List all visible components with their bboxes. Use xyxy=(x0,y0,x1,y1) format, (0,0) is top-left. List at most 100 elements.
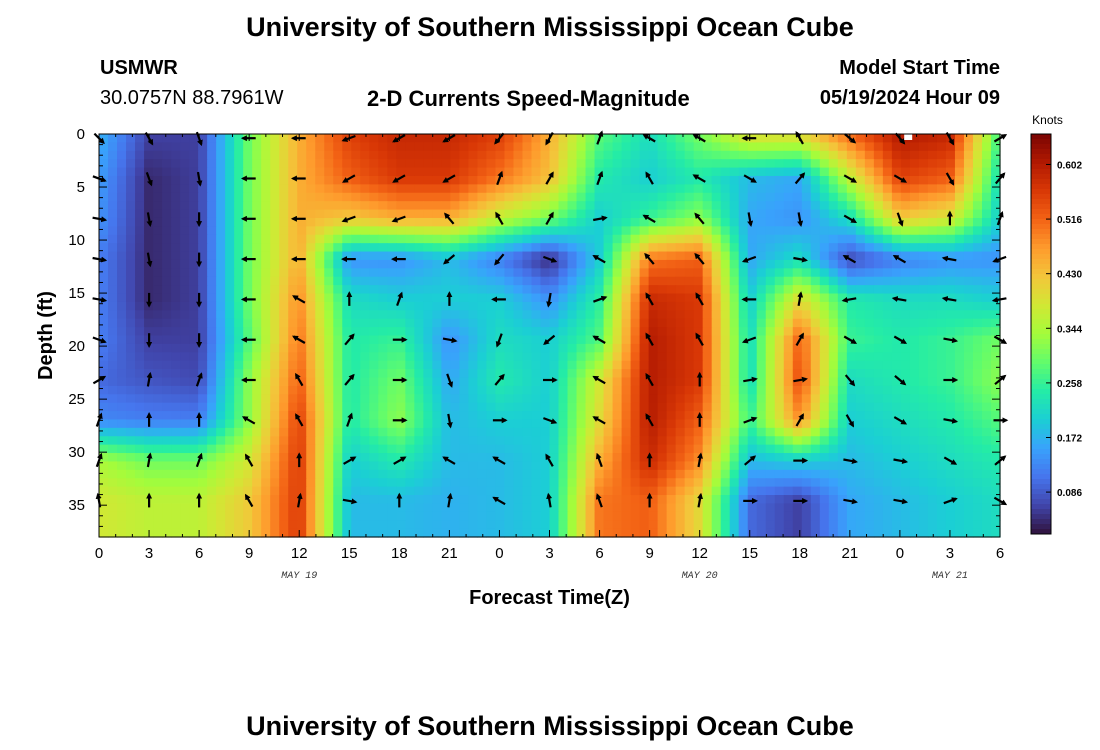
heatmap-cell xyxy=(801,293,812,303)
heatmap-cell xyxy=(990,142,1001,152)
heatmap-cell xyxy=(954,377,965,387)
heatmap-cell xyxy=(909,419,920,429)
heatmap-cell xyxy=(324,285,334,295)
heatmap-cell xyxy=(828,369,839,379)
heatmap-cell xyxy=(873,192,884,202)
heatmap-cell xyxy=(702,134,713,143)
heatmap-cell xyxy=(468,411,479,421)
heatmap-cell xyxy=(432,335,442,345)
heatmap-cell xyxy=(828,234,839,244)
heatmap-cell xyxy=(144,243,154,253)
heatmap-cell xyxy=(333,327,343,337)
heatmap-cell xyxy=(936,394,947,404)
heatmap-cell xyxy=(990,520,1001,530)
heatmap-cell xyxy=(639,192,650,202)
heatmap-cell xyxy=(288,259,298,269)
heatmap-cell xyxy=(693,411,704,421)
heatmap-cell xyxy=(486,402,497,412)
heatmap-cell xyxy=(486,419,497,429)
heatmap-cell xyxy=(117,201,127,211)
heatmap-cell xyxy=(675,167,686,177)
heatmap-cell xyxy=(765,268,776,278)
heatmap-cell xyxy=(684,234,695,244)
heatmap-cell xyxy=(333,503,343,513)
heatmap-cell xyxy=(549,444,560,454)
heatmap-cell xyxy=(207,175,217,185)
heatmap-cell xyxy=(954,419,965,429)
heatmap-cell xyxy=(216,134,226,143)
heatmap-cell xyxy=(459,352,470,362)
heatmap-cell xyxy=(720,134,731,143)
heatmap-cell xyxy=(324,243,334,253)
heatmap-cell xyxy=(261,444,271,454)
heatmap-cell xyxy=(945,293,956,303)
heatmap-cell xyxy=(261,276,271,286)
heatmap-cell xyxy=(414,427,424,437)
heatmap-cell xyxy=(414,495,424,505)
heatmap-cell xyxy=(522,327,533,337)
heatmap-cell xyxy=(963,327,974,337)
heatmap-cell xyxy=(270,318,280,328)
heatmap-cell xyxy=(846,285,857,295)
heatmap-cell xyxy=(207,394,217,404)
heatmap-cell xyxy=(117,167,127,177)
heatmap-cell xyxy=(927,511,938,521)
heatmap-cell xyxy=(180,343,190,353)
heatmap-cell xyxy=(378,343,388,353)
heatmap-cell xyxy=(873,167,884,177)
heatmap-cell xyxy=(468,369,479,379)
heatmap-cell xyxy=(702,268,713,278)
heatmap-cell xyxy=(567,335,578,345)
heatmap-cell xyxy=(666,444,677,454)
heatmap-cell xyxy=(756,201,767,211)
heatmap-cell xyxy=(162,234,172,244)
heatmap-cell xyxy=(450,436,460,446)
heatmap-cell xyxy=(207,335,217,345)
heatmap-cell xyxy=(684,276,695,286)
heatmap-cell xyxy=(297,159,307,169)
heatmap-cell xyxy=(891,159,902,169)
heatmap-cell xyxy=(810,276,821,286)
heatmap-cell xyxy=(882,285,893,295)
heatmap-cell xyxy=(936,343,947,353)
heatmap-cell xyxy=(720,226,731,236)
heatmap-cell xyxy=(846,343,857,353)
station-name: USMWR xyxy=(100,57,178,79)
heatmap-cell xyxy=(711,453,722,463)
heatmap-cell xyxy=(144,150,154,160)
heatmap-cell xyxy=(513,352,524,362)
heatmap-cell xyxy=(369,528,379,538)
heatmap-cell xyxy=(108,192,118,202)
heatmap-cell xyxy=(144,234,154,244)
heatmap-cell xyxy=(945,243,956,253)
current-arrow xyxy=(743,416,758,424)
heatmap-cell xyxy=(117,478,127,488)
heatmap-cell xyxy=(873,217,884,227)
heatmap-cell xyxy=(648,217,659,227)
heatmap-cell xyxy=(702,461,713,471)
heatmap-cell xyxy=(189,394,199,404)
heatmap-cell xyxy=(171,167,181,177)
heatmap-cell xyxy=(630,209,641,219)
heatmap-cell xyxy=(531,352,542,362)
heatmap-cell xyxy=(153,495,163,505)
heatmap-cell xyxy=(711,159,722,169)
heatmap-cell xyxy=(828,175,839,185)
heatmap-cell xyxy=(828,159,839,169)
heatmap-cell xyxy=(855,318,866,328)
heatmap-cell xyxy=(270,234,280,244)
heatmap-cell xyxy=(513,310,524,320)
heatmap-cell xyxy=(900,402,911,412)
heatmap-cell xyxy=(207,419,217,429)
heatmap-cell xyxy=(990,301,1001,311)
heatmap-cell xyxy=(504,167,515,177)
heatmap-cell xyxy=(135,159,145,169)
heatmap-cell xyxy=(144,159,154,169)
heatmap-cell xyxy=(108,461,118,471)
heatmap-cell xyxy=(630,377,641,387)
heatmap-cell xyxy=(558,478,569,488)
heatmap-cell xyxy=(171,243,181,253)
heatmap-cell xyxy=(927,276,938,286)
heatmap-cell xyxy=(126,134,136,143)
heatmap-cell xyxy=(828,209,839,219)
